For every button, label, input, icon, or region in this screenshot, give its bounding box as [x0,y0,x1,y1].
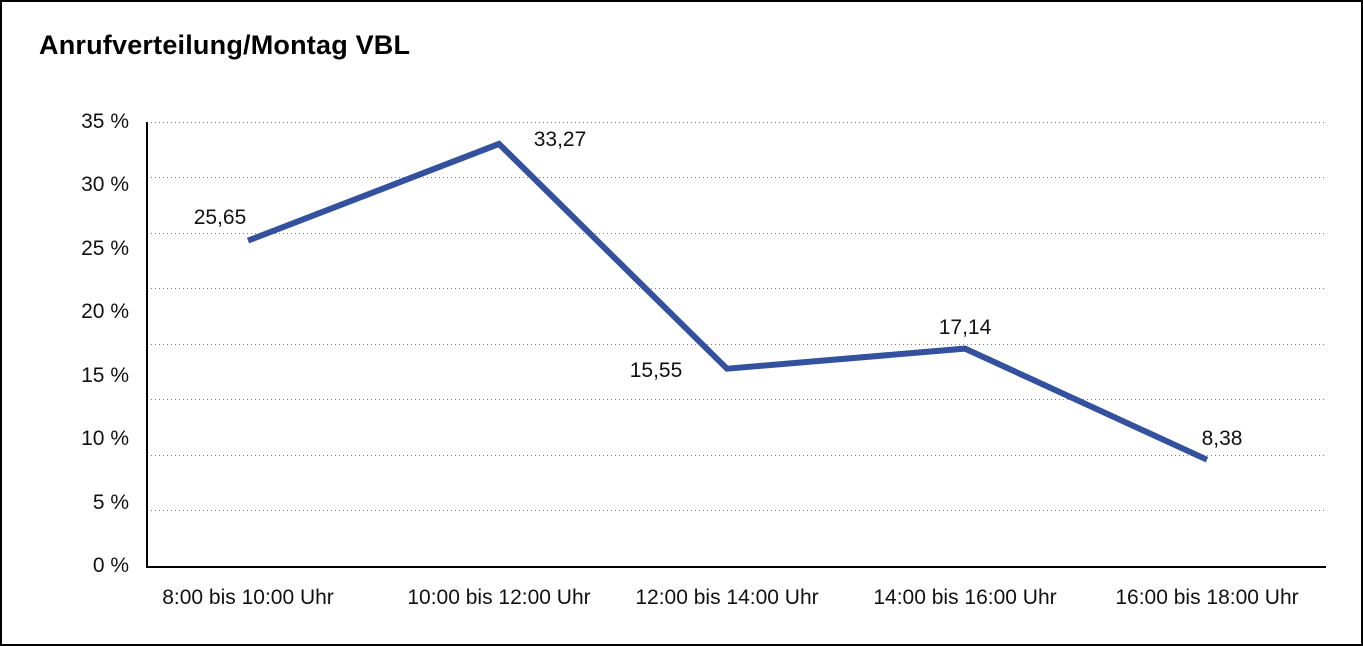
x-category-label: 12:00 bis 14:00 Uhr [635,586,819,609]
y-axis-line [146,122,148,568]
gridline [147,399,1326,401]
y-tick-label: 30 % [81,173,129,197]
y-tick-label: 25 % [81,236,129,260]
gridline [147,343,1326,346]
chart-title: Anrufverteilung/Montag VBL [39,30,411,60]
data-point-value-label: 15,55 [629,358,683,382]
data-point-value-label: 33,27 [533,127,587,151]
gridline [147,177,1326,179]
y-tick-label: 15 % [81,363,129,387]
y-tick-label: 35 % [81,110,129,133]
x-category-label: 8:00 bis 10:00 Uhr [162,586,334,609]
y-tick-label: 5 % [92,490,129,514]
y-tick-label: 10 % [81,427,129,451]
x-category-label: 14:00 bis 16:00 Uhr [873,586,1057,609]
y-tick-label: 20 % [81,300,129,324]
series-line [246,140,1209,463]
gridline [147,288,1326,290]
data-point-value-label: 8,38 [1201,426,1243,450]
gridline [147,454,1326,457]
y-tick-label: 0 % [92,554,129,577]
gridline [147,232,1326,235]
x-axis-line [146,566,1326,568]
gridline [147,121,1326,124]
data-point-value-label: 17,14 [938,315,992,339]
x-category-label: 16:00 bis 18:00 Uhr [1115,586,1299,609]
x-category-label: 10:00 bis 12:00 Uhr [407,586,591,609]
data-point-value-label: 25,65 [193,205,247,229]
gridline [147,510,1326,512]
